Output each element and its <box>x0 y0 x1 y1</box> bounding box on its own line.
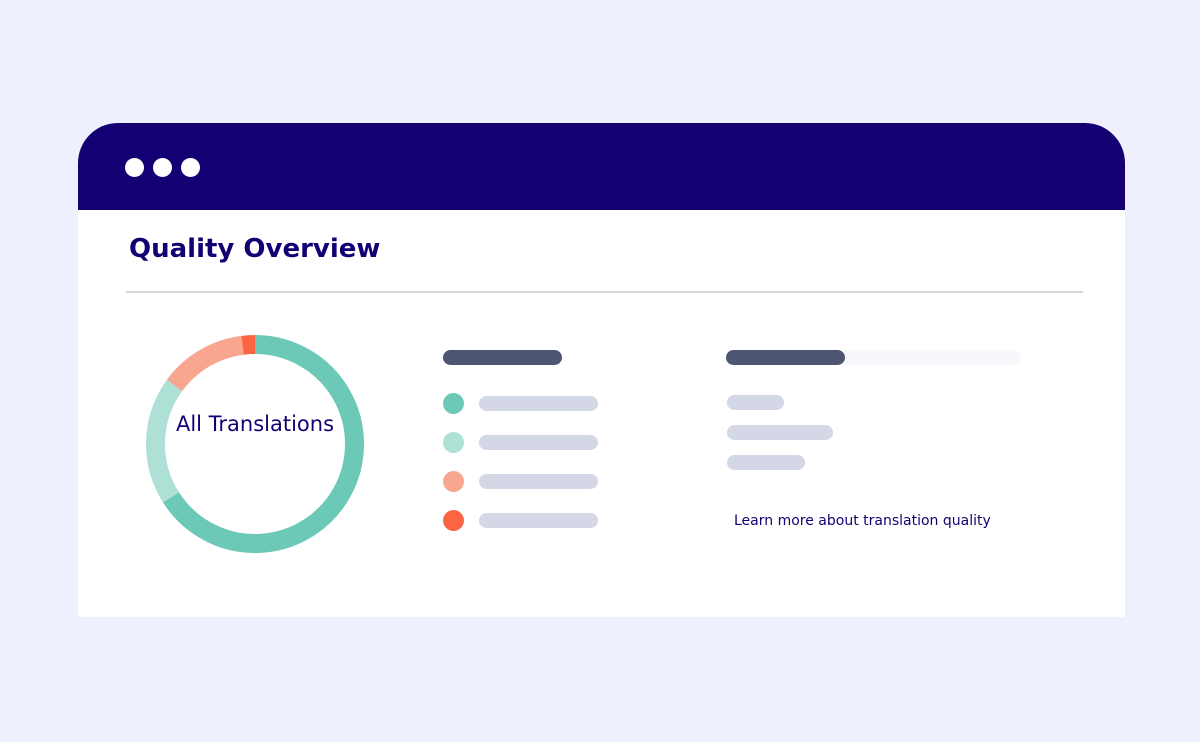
window: Quality Overview All Translations Learn … <box>78 123 1125 617</box>
page-title: Quality Overview <box>129 234 381 264</box>
placeholder-heading <box>443 350 562 365</box>
placeholder-line <box>479 474 598 489</box>
placeholder-heading <box>726 350 845 365</box>
legend-swatch <box>443 432 464 453</box>
placeholder-line <box>479 435 598 450</box>
legend-swatch <box>443 393 464 414</box>
placeholder-line <box>727 425 833 440</box>
donut-chart <box>146 335 364 553</box>
legend-swatch <box>443 510 464 531</box>
learn-more-link[interactable]: Learn more about translation quality <box>734 513 991 529</box>
placeholder-line <box>479 513 598 528</box>
donut-segment <box>162 335 364 553</box>
window-dot <box>181 158 200 177</box>
title-bar <box>78 123 1125 210</box>
donut-segment <box>241 335 256 355</box>
donut-segment <box>166 335 245 392</box>
legend-swatch <box>443 471 464 492</box>
placeholder-line <box>479 396 598 411</box>
placeholder-line <box>727 395 784 410</box>
placeholder-line <box>727 455 805 470</box>
divider <box>126 291 1083 293</box>
donut-label: All Translations <box>175 412 335 436</box>
donut-segment <box>146 379 183 503</box>
window-dot <box>125 158 144 177</box>
window-dot <box>153 158 172 177</box>
